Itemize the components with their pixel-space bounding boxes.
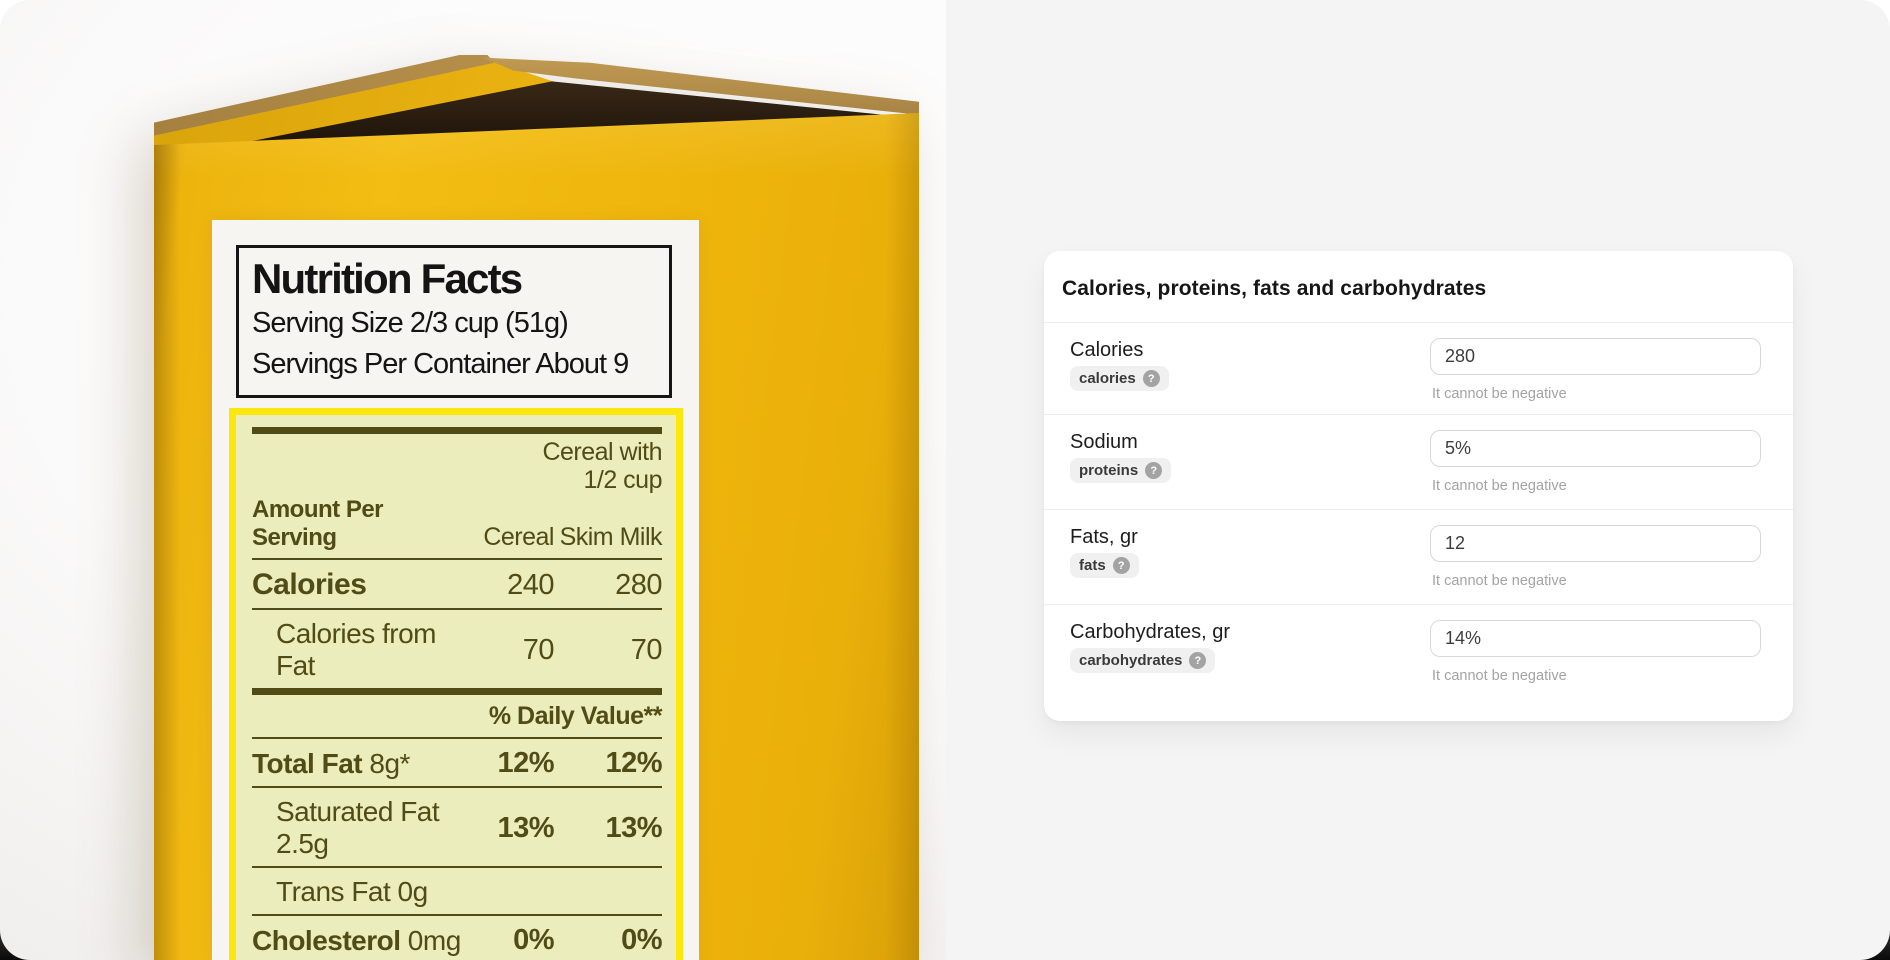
help-icon[interactable]: ? [1112,557,1130,574]
field-helper-text: It cannot be negative [1432,573,1567,589]
field-key-badge: carbohydrates ? [1070,648,1216,673]
serving-size-line: Serving Size 2/3 cup (51g) [252,307,569,340]
help-icon[interactable]: ? [1142,370,1160,387]
table-row-saturated-fat: Saturated Fat 2.5g 13% 13% [252,788,663,868]
field-key: fats [1079,557,1106,574]
servings-per-container-line: Servings Per Container About 9 [252,348,629,381]
field-key: carbohydrates [1079,652,1183,669]
table-row-cholesterol: Cholesterol 0mg 0% 0% [252,916,663,960]
field-row-carbohydrates: Carbohydrates, gr carbohydrates ? It can… [1044,605,1793,722]
table-top-rule [252,427,662,434]
field-key: proteins [1079,462,1139,479]
field-row-calories: Calories calories ? It cannot be negativ… [1044,323,1793,415]
carbohydrates-input[interactable] [1430,620,1761,657]
table-row-total-fat: Total Fat 8g* 12% 12% [252,739,663,788]
calories-input[interactable] [1430,338,1761,375]
amount-per-serving-header: Amount Per Serving [252,496,384,551]
column-note-line2: 1/2 cup [583,465,662,494]
table-header-row: Amount Per Serving Cereal Skim Milk [252,496,663,560]
table-row-calories: Calories 240 280 [252,560,663,610]
field-key-badge: proteins ? [1070,458,1172,483]
nutrition-facts-title: Nutrition Facts [252,255,523,302]
field-helper-text: It cannot be negative [1432,668,1567,684]
table-row-trans-fat: Trans Fat 0g [252,868,662,916]
field-label: Sodium [1070,431,1138,453]
help-icon[interactable]: ? [1189,652,1207,669]
field-key: calories [1079,370,1136,387]
highlighted-nutrition-table: Cereal with 1/2 cup Amount Per Serving C… [229,408,683,960]
field-key-badge: calories ? [1070,366,1169,391]
field-helper-text: It cannot be negative [1432,478,1567,494]
field-key-badge: fats ? [1070,553,1139,578]
form-card-header: Calories, proteins, fats and carbohydrat… [1044,251,1793,323]
nutrition-photo-pane: Nutrition Facts Serving Size 2/3 cup (51… [0,0,946,960]
cereal-column-header: Cereal [483,523,554,551]
field-label: Calories [1070,339,1144,361]
field-helper-text: It cannot be negative [1432,386,1567,402]
table-row-calories-from-fat: Calories from Fat 70 70 [252,610,663,695]
field-row-sodium: Sodium proteins ? It cannot be negative [1044,415,1793,510]
field-label: Carbohydrates, gr [1070,621,1231,643]
fats-input[interactable] [1430,525,1761,562]
field-label: Fats, gr [1070,526,1138,548]
nutrients-form-card: Calories, proteins, fats and carbohydrat… [1044,251,1793,721]
daily-value-note: % Daily Value** [252,695,663,739]
annotation-form-pane: Calories, proteins, fats and carbohydrat… [946,0,1890,960]
help-icon[interactable]: ? [1145,462,1163,479]
form-title: Calories, proteins, fats and carbohydrat… [1062,277,1487,300]
sodium-input[interactable] [1430,430,1761,467]
nutrition-facts-header-box: Nutrition Facts Serving Size 2/3 cup (51… [236,245,672,398]
column-note-line1: Cereal with [542,438,662,466]
field-row-fats: Fats, gr fats ? It cannot be negative [1044,510,1793,605]
nutrition-label: Nutrition Facts Serving Size 2/3 cup (51… [212,220,699,960]
column-note: Cereal with 1/2 cup [252,438,662,494]
skim-milk-column-header: Skim Milk [559,523,663,551]
